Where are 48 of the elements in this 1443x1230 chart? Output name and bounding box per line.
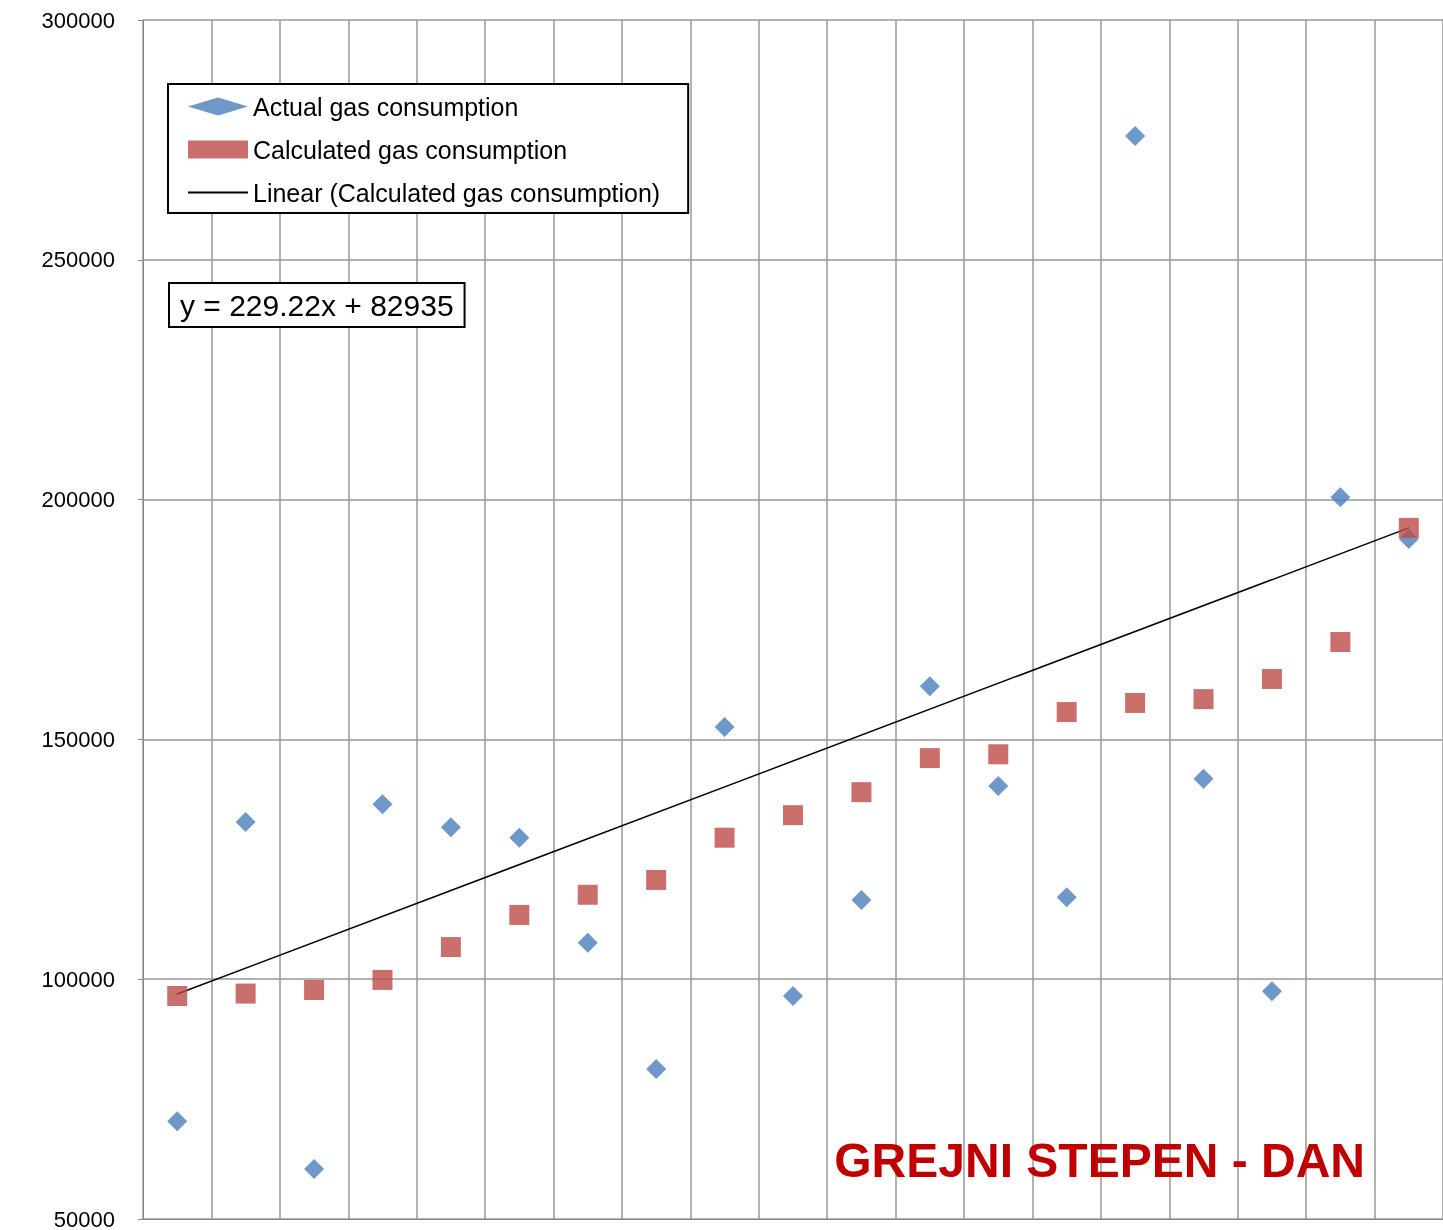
legend-label: Actual gas consumption [253,92,519,121]
point [783,985,803,1006]
point [509,827,530,848]
point [714,716,735,737]
point [372,794,393,815]
point [919,676,940,697]
point [167,1111,188,1132]
point [235,811,256,832]
point [988,775,1009,796]
point [304,979,325,1000]
point [988,744,1009,765]
point [1193,689,1214,710]
point [167,985,188,1006]
y-tick-label: 200000 [41,487,115,513]
point [919,748,940,769]
point [646,1058,667,1079]
legend-label: Calculated gas consumption [253,135,568,164]
point [1330,487,1351,508]
point [577,932,598,953]
point [714,827,735,848]
y-tick-label: 150000 [41,726,115,752]
point [783,805,803,826]
point [851,890,872,911]
legend-label: Linear (Calculated gas consumption) [253,178,661,207]
point [1125,126,1146,147]
point [1398,517,1419,538]
point [1193,768,1214,789]
annotation: y = 229.22x + 82935 [180,288,454,322]
x-axis-title: GREJNI STEPEN - DAN [834,1133,1366,1187]
point [577,884,598,905]
point [509,904,530,925]
point [1056,887,1077,908]
point [1330,632,1351,653]
point [1125,692,1146,713]
point [235,983,256,1004]
point [646,869,667,890]
point [372,969,393,990]
y-tick-label: 300000 [41,7,115,33]
point [1261,981,1282,1002]
point [440,817,461,838]
point [440,937,461,958]
point [851,782,872,803]
point [304,1159,325,1180]
point [1056,702,1077,723]
y-tick-label: 50000 [53,1206,115,1230]
y-tick-label: 250000 [41,247,115,273]
y-tick-label: 100000 [41,966,115,992]
point [1261,668,1282,689]
